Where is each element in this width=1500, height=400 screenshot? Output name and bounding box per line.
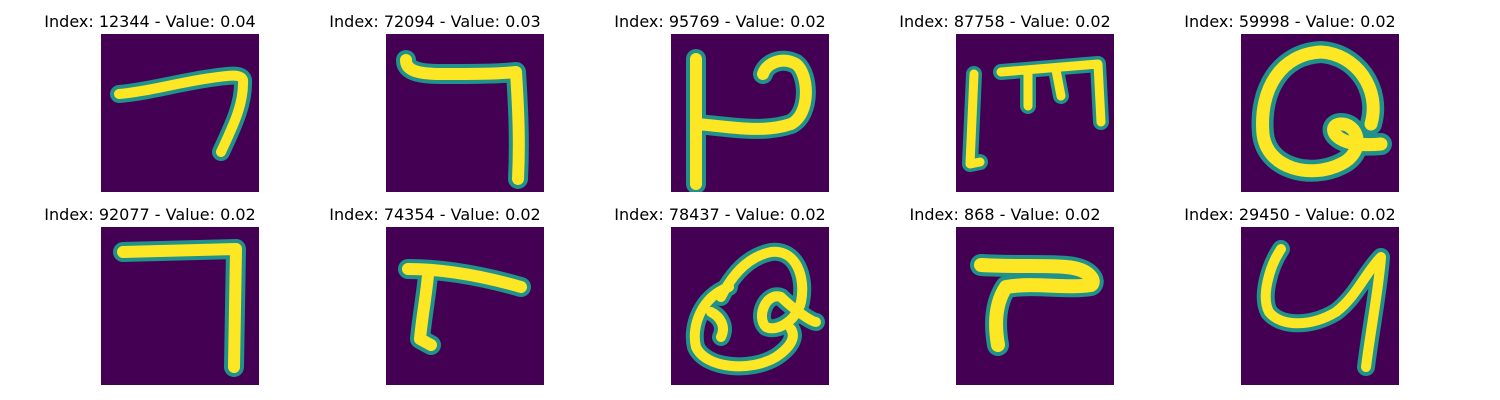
panel-title: Index: 12344 - Value: 0.04 [44,12,256,31]
digit-image [956,34,1114,192]
digit-image [101,227,259,385]
panel-7: Index: 74354 - Value: 0.02 [285,193,585,385]
panel-title: Index: 868 - Value: 0.02 [909,205,1101,224]
panel-title: Index: 59998 - Value: 0.02 [1184,12,1396,31]
digit-image [101,34,259,192]
panel-title: Index: 74354 - Value: 0.02 [329,205,541,224]
digit-image [956,227,1114,385]
panel-1: Index: 12344 - Value: 0.04 [0,0,300,192]
digit-image [671,34,829,192]
panel-5: Index: 59998 - Value: 0.02 [1140,0,1440,192]
digit-image [1241,227,1399,385]
panel-title: Index: 87758 - Value: 0.02 [899,12,1111,31]
panel-3: Index: 95769 - Value: 0.02 [570,0,870,192]
panel-10: Index: 29450 - Value: 0.02 [1140,193,1440,385]
panel-title: Index: 92077 - Value: 0.02 [44,205,256,224]
panel-8: Index: 78437 - Value: 0.02 [570,193,870,385]
digit-image [1241,34,1399,192]
digit-image [671,227,829,385]
panel-6: Index: 92077 - Value: 0.02 [0,193,300,385]
panel-9: Index: 868 - Value: 0.02 [855,193,1155,385]
panel-4: Index: 87758 - Value: 0.02 [855,0,1155,192]
panel-title: Index: 95769 - Value: 0.02 [614,12,826,31]
digit-image [386,227,544,385]
panel-title: Index: 29450 - Value: 0.02 [1184,205,1396,224]
panel-title: Index: 78437 - Value: 0.02 [614,205,826,224]
panel-title: Index: 72094 - Value: 0.03 [329,12,541,31]
panel-2: Index: 72094 - Value: 0.03 [285,0,585,192]
digit-image [386,34,544,192]
